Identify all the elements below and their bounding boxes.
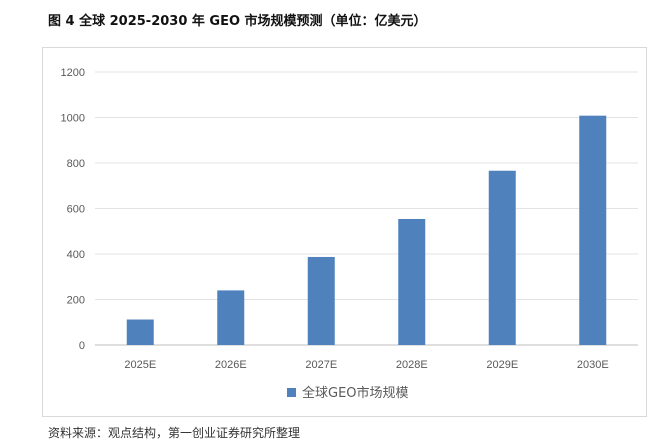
y-tick-label: 0 bbox=[79, 340, 85, 352]
x-tick-label: 2028E bbox=[396, 359, 428, 371]
y-tick-label: 1000 bbox=[61, 113, 85, 125]
y-tick-label: 1200 bbox=[61, 67, 85, 79]
legend-label: 全球GEO市场规模 bbox=[302, 385, 409, 401]
y-tick-label: 800 bbox=[67, 158, 85, 170]
bar-2029E bbox=[488, 170, 516, 345]
y-tick-label: 600 bbox=[67, 204, 85, 216]
y-tick-label: 400 bbox=[67, 249, 85, 261]
source-note: 资料来源：观点结构，第一创业证券研究所整理 bbox=[48, 426, 301, 440]
bar-2026E bbox=[217, 290, 245, 345]
x-tick-label: 2030E bbox=[577, 359, 609, 371]
y-tick-label: 200 bbox=[67, 295, 85, 307]
bar-2030E bbox=[579, 115, 607, 346]
x-tick-label: 2027E bbox=[305, 359, 337, 371]
x-tick-label: 2025E bbox=[124, 359, 156, 371]
bar-2027E bbox=[307, 256, 335, 345]
legend-swatch bbox=[287, 388, 296, 397]
bar-2028E bbox=[398, 218, 426, 345]
bar-chart: 0 200 400 600 800 1000 1200 2025E 2026E 2027E 2028… bbox=[61, 67, 638, 401]
x-tick-label: 2026E bbox=[215, 359, 247, 371]
chart-frame: 0 200 400 600 800 1000 1200 2025E 2026E 2027E 2028… bbox=[42, 47, 647, 417]
x-tick-label: 2029E bbox=[486, 359, 518, 371]
bar-2025E bbox=[126, 319, 154, 345]
figure-title: 图 4 全球 2025-2030 年 GEO 市场规模预测（单位：亿美元） bbox=[48, 14, 427, 29]
